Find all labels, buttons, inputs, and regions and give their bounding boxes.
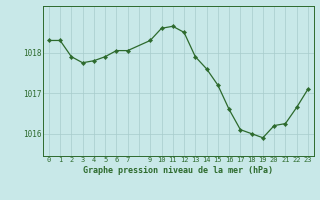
X-axis label: Graphe pression niveau de la mer (hPa): Graphe pression niveau de la mer (hPa) bbox=[84, 166, 273, 175]
